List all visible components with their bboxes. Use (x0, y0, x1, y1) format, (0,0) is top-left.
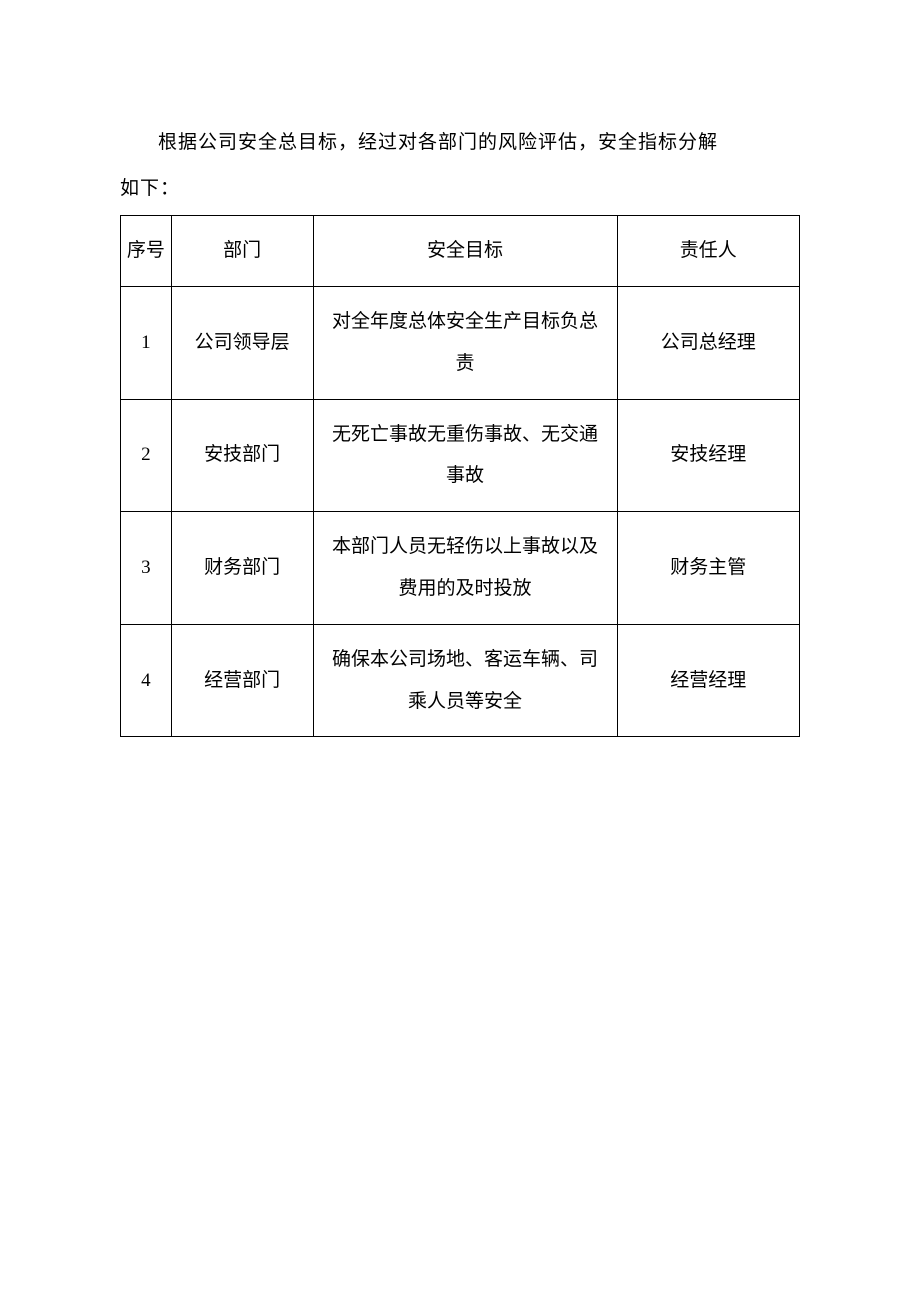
table-row: 4 经营部门 确保本公司场地、客运车辆、司乘人员等安全 经营经理 (121, 624, 800, 737)
cell-seq: 4 (121, 624, 172, 737)
cell-dept: 安技部门 (171, 399, 313, 512)
cell-resp: 财务主管 (617, 512, 799, 625)
cell-seq: 1 (121, 286, 172, 399)
cell-dept: 公司领导层 (171, 286, 313, 399)
table-row: 1 公司领导层 对全年度总体安全生产目标负总责 公司总经理 (121, 286, 800, 399)
header-goal: 安全目标 (313, 216, 617, 287)
header-resp: 责任人 (617, 216, 799, 287)
table-row: 2 安技部门 无死亡事故无重伤事故、无交通事故 安技经理 (121, 399, 800, 512)
cell-seq: 3 (121, 512, 172, 625)
cell-dept: 财务部门 (171, 512, 313, 625)
cell-resp: 公司总经理 (617, 286, 799, 399)
cell-seq: 2 (121, 399, 172, 512)
table-row: 3 财务部门 本部门人员无轻伤以上事故以及费用的及时投放 财务主管 (121, 512, 800, 625)
cell-goal: 无死亡事故无重伤事故、无交通事故 (313, 399, 617, 512)
header-dept: 部门 (171, 216, 313, 287)
safety-goals-table: 序号 部门 安全目标 责任人 1 公司领导层 对全年度总体安全生产目标负总责 公… (120, 215, 800, 737)
intro-paragraph-line1: 根据公司安全总目标，经过对各部门的风险评估，安全指标分解 (120, 120, 800, 166)
cell-resp: 经营经理 (617, 624, 799, 737)
cell-dept: 经营部门 (171, 624, 313, 737)
cell-goal: 对全年度总体安全生产目标负总责 (313, 286, 617, 399)
header-seq: 序号 (121, 216, 172, 287)
cell-goal: 本部门人员无轻伤以上事故以及费用的及时投放 (313, 512, 617, 625)
table-header-row: 序号 部门 安全目标 责任人 (121, 216, 800, 287)
intro-paragraph-line2: 如下： (120, 166, 800, 212)
cell-resp: 安技经理 (617, 399, 799, 512)
cell-goal: 确保本公司场地、客运车辆、司乘人员等安全 (313, 624, 617, 737)
